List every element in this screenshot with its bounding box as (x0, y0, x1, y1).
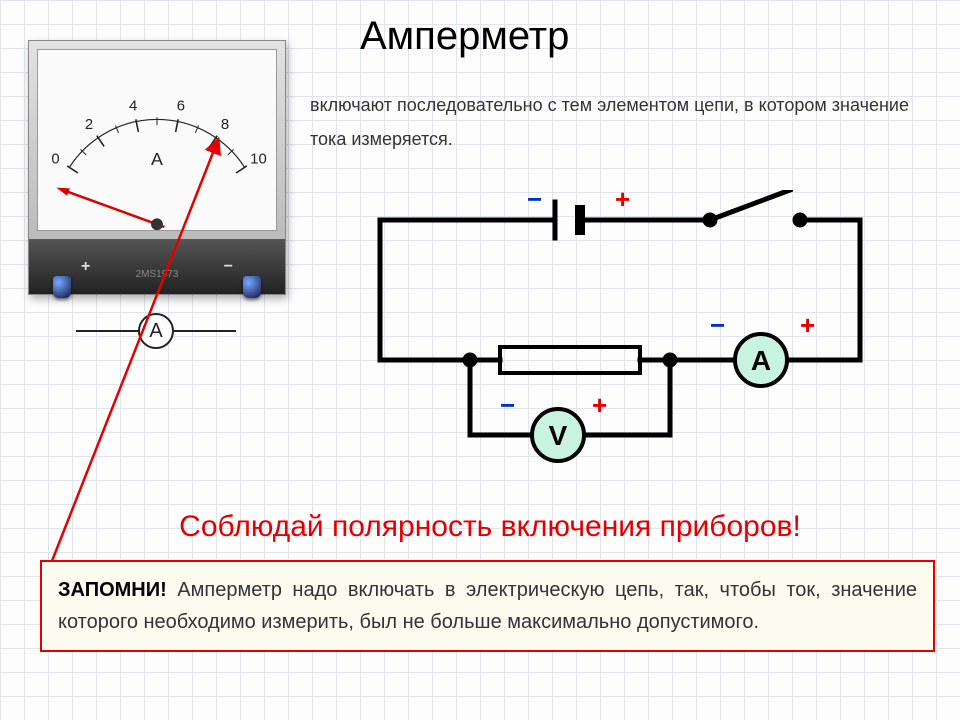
svg-text:6: 6 (177, 99, 185, 115)
svg-text:8: 8 (221, 117, 229, 133)
dial-unit: A (151, 149, 163, 169)
terminal-right (243, 276, 261, 298)
svg-text:10: 10 (250, 151, 267, 167)
svg-text:0: 0 (51, 151, 59, 167)
note-prefix: ЗАПОМНИ! (58, 579, 167, 601)
ammeter-device: 0 2 4 6 8 10 A + − 2MS1973 (28, 40, 286, 295)
polarity-warning: Соблюдай полярность включения приборов! (40, 510, 940, 544)
terminal-left (53, 276, 71, 298)
svg-text:V: V (549, 420, 568, 451)
circuit-ammeter: A (735, 334, 787, 386)
terminal-plus-label: + (81, 258, 90, 276)
polarity-sign: − (500, 390, 515, 421)
polarity-sign: + (800, 310, 815, 341)
circuit-diagram: A V −+−+−+ (340, 190, 900, 480)
svg-text:A: A (751, 345, 771, 376)
polarity-sign: + (615, 184, 630, 215)
page-title: Амперметр (360, 14, 569, 59)
polarity-sign: + (592, 390, 607, 421)
svg-text:4: 4 (129, 99, 137, 115)
ammeter-dial: 0 2 4 6 8 10 A (37, 49, 277, 231)
ammeter-symbol: A (76, 330, 236, 332)
svg-text:2: 2 (85, 117, 93, 133)
note-body: Амперметр надо включать в электрическую … (58, 579, 917, 633)
note-box: ЗАПОМНИ! Амперметр надо включать в элект… (40, 560, 935, 652)
circuit-voltmeter: V (532, 409, 584, 461)
device-model: 2MS1973 (136, 269, 179, 280)
ammeter-symbol-letter: A (138, 313, 174, 349)
polarity-sign: − (527, 184, 542, 215)
polarity-sign: − (710, 310, 725, 341)
terminal-minus-label: − (224, 258, 233, 276)
description-text: включают последовательно с тем элементом… (310, 88, 930, 156)
